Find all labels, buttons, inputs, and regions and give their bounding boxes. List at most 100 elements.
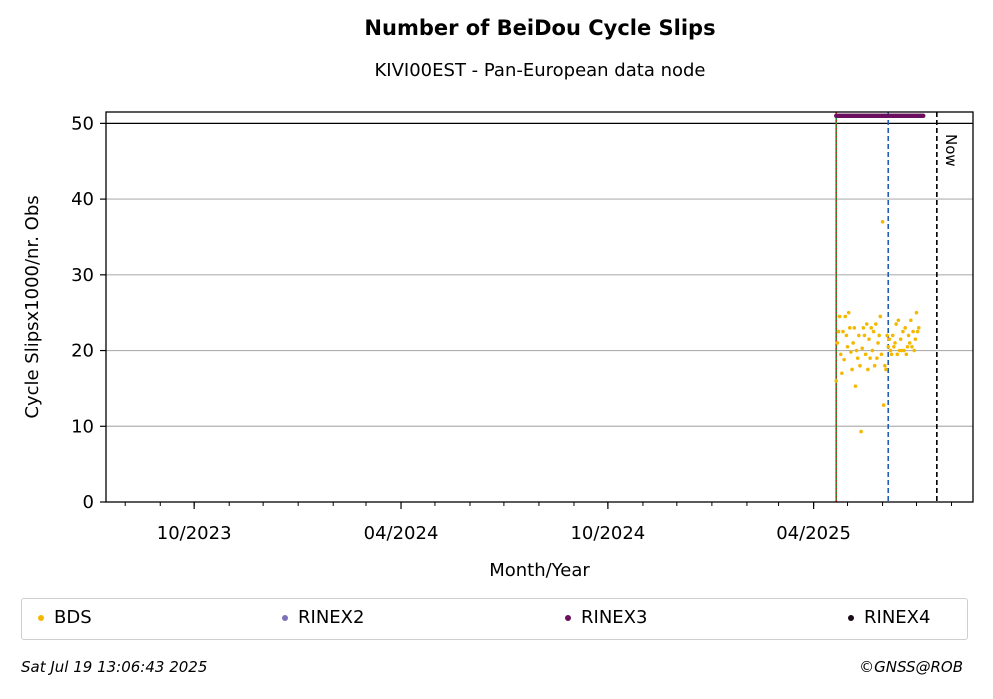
x-tick-label: 10/2023 — [157, 523, 232, 544]
bds-point — [892, 344, 896, 349]
bds-point — [915, 329, 920, 334]
bds-point — [909, 318, 913, 323]
vertical-lines: Now — [835, 112, 960, 502]
bds-point — [898, 337, 903, 341]
bds-point — [870, 348, 875, 353]
footer-timestamp: Sat Jul 19 13:06:43 2025 — [21, 658, 208, 676]
bds-point — [878, 314, 883, 319]
bds-point — [862, 333, 867, 338]
bds-point — [834, 379, 839, 383]
plot-frame — [105, 111, 974, 503]
bds-point — [871, 329, 876, 334]
bds-point — [888, 348, 893, 353]
x-tick-label: 04/2025 — [776, 523, 851, 544]
y-tick-label: 20 — [71, 341, 94, 362]
bds-point — [881, 403, 886, 407]
bds-point — [854, 348, 859, 353]
x-tick-label: 04/2024 — [364, 523, 439, 544]
y-tick-label: 10 — [71, 416, 94, 437]
axes: 0 10 20 30 40 50 10/2023 04/2024 10/2024 04/2025 — [71, 113, 953, 544]
legend: BDS RINEX2 RINEX3 RINEX4 — [21, 598, 968, 640]
bds-point — [906, 333, 911, 338]
legend-label: RINEX2 — [298, 607, 365, 628]
bds-point — [885, 333, 889, 338]
legend-label: RINEX3 — [581, 607, 648, 628]
bds-point — [840, 371, 844, 376]
bds-point — [863, 352, 868, 357]
bds-point — [890, 333, 895, 338]
bds-point — [896, 318, 901, 323]
bds-point — [907, 341, 912, 345]
bds-point — [847, 326, 852, 330]
bds-point — [836, 329, 841, 334]
bds-point — [910, 344, 914, 349]
bds-point — [884, 367, 888, 372]
bds-point — [851, 341, 855, 345]
bds-point — [880, 220, 885, 224]
bds-marker-icon — [38, 614, 44, 621]
bds-point — [855, 356, 860, 360]
legend-item-rinex2: RINEX2 — [282, 607, 364, 628]
bds-point — [850, 367, 854, 372]
bds-point — [905, 344, 910, 349]
bds-point — [869, 326, 874, 330]
bds-point — [883, 363, 887, 368]
legend-item-rinex3: RINEX3 — [565, 607, 647, 628]
bds-point — [872, 363, 877, 368]
bds-point — [861, 326, 866, 330]
y-axis-label: Cycle Slipsx1000/nr. Obs — [22, 195, 43, 418]
bds-point — [845, 344, 850, 349]
bds-point — [893, 341, 897, 345]
rinex4-marker-icon — [848, 614, 854, 621]
bds-point — [857, 333, 861, 338]
bds-point — [889, 352, 894, 357]
bds-point — [859, 429, 863, 434]
bds-point — [860, 346, 865, 351]
bds-point — [904, 352, 909, 357]
bds-point — [911, 329, 915, 334]
rinex3-point — [921, 113, 926, 118]
x-tick-label: 10/2024 — [570, 523, 645, 544]
bds-point — [901, 329, 905, 334]
bds-point — [868, 356, 872, 360]
bds-point — [913, 337, 918, 341]
bds-point — [849, 350, 853, 354]
chart-subtitle: KIVI00EST - Pan-European data node — [374, 60, 706, 81]
footer-credit: ©GNSS@ROB — [859, 658, 963, 676]
bds-point — [842, 357, 846, 362]
grid — [106, 122, 973, 427]
legend-item-rinex4: RINEX4 — [848, 607, 930, 628]
bds-point — [886, 344, 891, 349]
rinex3-marker-icon — [565, 614, 571, 621]
bds-point — [838, 352, 843, 357]
bds-point — [875, 356, 879, 360]
bds-point — [894, 322, 898, 326]
bds-point — [895, 352, 900, 357]
bds-point — [852, 326, 857, 330]
y-tick-label: 30 — [71, 265, 94, 286]
bds-point — [853, 384, 858, 388]
chart-title: Number of BeiDou Cycle Slips — [364, 16, 716, 40]
legend-label: RINEX4 — [864, 607, 931, 628]
bds-point — [887, 337, 892, 341]
bds-point — [835, 341, 840, 345]
bds-point — [858, 363, 862, 368]
now-label: Now — [942, 134, 960, 167]
legend-label: BDS — [54, 607, 92, 628]
y-tick-label: 50 — [71, 113, 94, 134]
bds-point — [866, 367, 870, 372]
bds-point — [873, 322, 878, 326]
bds-point — [841, 329, 845, 334]
y-tick-label: 0 — [83, 492, 94, 513]
bds-point — [846, 310, 851, 315]
bds-point — [867, 337, 871, 341]
x-axis-label: Month/Year — [489, 560, 590, 581]
bds-point — [843, 314, 848, 319]
bds-point — [914, 310, 919, 315]
y-tick-label: 40 — [71, 189, 94, 210]
rinex2-marker-icon — [282, 614, 288, 621]
bds-point — [877, 333, 881, 338]
bds-point — [879, 352, 884, 357]
bds-point — [912, 348, 917, 353]
scatter-chart: Now 0 10 20 30 40 50 10/2023 04/2024 10/2024 04/2… — [22, 111, 974, 581]
